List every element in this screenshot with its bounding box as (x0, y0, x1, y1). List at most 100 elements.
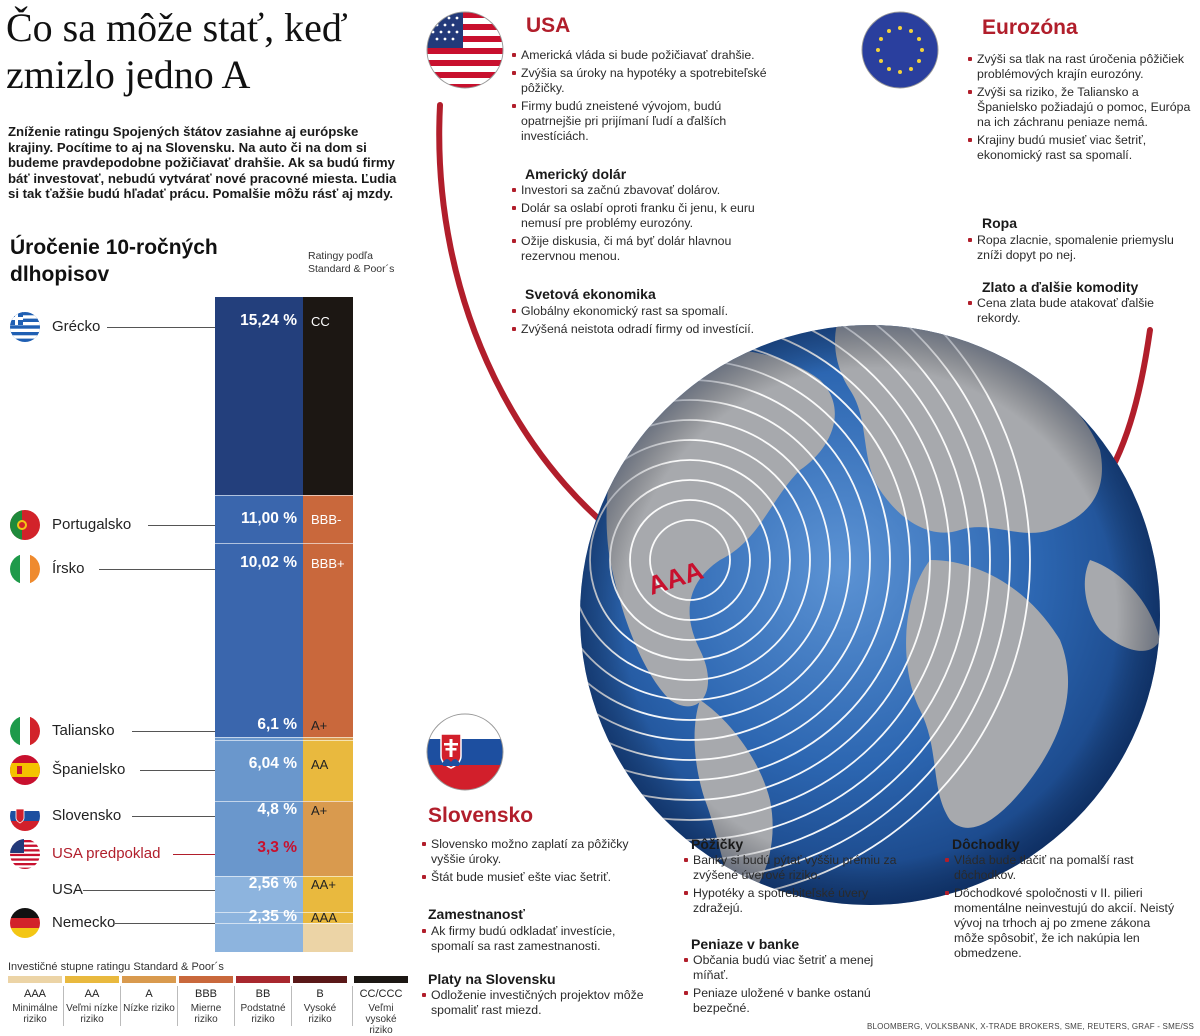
country-flag-icon (10, 554, 40, 584)
pensions-title: Dôchodky (952, 836, 1020, 852)
legend-desc: Veľmi vysoké riziko (365, 1003, 397, 1036)
list-item: Krajiny budú musieť viac šetriť, ekonomi… (968, 133, 1198, 163)
rating-label: AA+ (311, 877, 336, 892)
legend-desc: Podstatné riziko (240, 1003, 286, 1025)
rating-label: AAA (311, 910, 338, 925)
rating-segment (303, 297, 353, 495)
list-item: Hypotéky a spotrebiteľské úvery zdražejú… (684, 886, 904, 916)
legend-divider (291, 986, 292, 1026)
legend-divider (177, 986, 178, 1026)
value-label: 2,56 % (248, 875, 297, 892)
rating-segment (303, 543, 353, 738)
value-label: 6,04 % (248, 755, 297, 772)
country-label: USA (52, 881, 83, 898)
list-item: Ak firmy budú odkladať investície, spoma… (422, 924, 652, 954)
bar-segment (215, 922, 303, 952)
rating-segment (303, 737, 353, 741)
value-label: 4,8 % (257, 801, 297, 818)
slovakia-flag-icon (426, 713, 504, 791)
leader-line (131, 816, 215, 817)
leader-line (148, 525, 215, 526)
eu-flag-icon (861, 11, 939, 89)
rating-segment (303, 875, 353, 913)
list-item: Globálny ekonomický rast sa spomalí. (512, 304, 772, 319)
leader-line (115, 923, 215, 924)
pensions-bullets: Vláda bude tlačiť na pomalší rast dôchod… (945, 853, 1175, 964)
bar-separator (215, 912, 353, 914)
legend-code: A (145, 988, 153, 1000)
country-label: Taliansko (52, 722, 115, 739)
legend-divider (63, 986, 64, 1026)
bond-yield-chart: Grécko 15,24 % CC Portugalsko 11,00 % BBB- Írs… (0, 0, 420, 960)
rating-header: Ratingy podľa Standard & Poor´s (308, 250, 395, 275)
legend-desc: Vysoké riziko (303, 1003, 337, 1025)
list-item: Zvýšia sa úroky na hypotéky a spotrebite… (512, 66, 782, 96)
country-label: Španielsko (52, 761, 126, 778)
rating-label: A+ (311, 803, 328, 818)
employment-bullets: Ak firmy budú odkladať investície, spoma… (422, 924, 652, 957)
legend-code: BB (255, 988, 271, 1000)
usa-title: USA (526, 14, 571, 37)
wages-text: Odloženie investičných projektov môže sp… (422, 988, 652, 1021)
bar-segment (215, 543, 303, 738)
list-item: Cena zlata bude atakovať ďalšie rekordy. (968, 296, 1168, 326)
list-item: Dolár sa oslabí oproti franku či jenu, k… (512, 201, 772, 231)
usa-flag-icon (426, 11, 504, 89)
legend-desc: Nízke riziko (123, 1003, 175, 1014)
value-label: 11,00 % (240, 510, 297, 527)
page-title: Čo sa môže stať, keď zmizlo jedno A (6, 5, 348, 97)
oil-bullets: Ropa zlacnie, spomalenie priemyslu zníži… (968, 233, 1198, 266)
wages-title: Platy na Slovensku (428, 971, 556, 987)
bar-segment (215, 875, 303, 913)
legend-swatch (122, 976, 176, 983)
leader-line (82, 890, 215, 891)
country-label: Írsko (52, 560, 85, 577)
list-item: Americká vláda si bude požičiavať drahši… (512, 48, 782, 63)
legend-swatch (179, 976, 233, 983)
rating-label: BBB+ (311, 556, 345, 571)
leader-line (140, 770, 215, 771)
leader-line (107, 327, 215, 328)
country-label: Grécko (52, 318, 101, 335)
country-flag-icon (10, 312, 40, 342)
rating-label: AA (311, 757, 329, 772)
leader-line (172, 854, 215, 855)
intro-text: Zníženie ratingu Spojených štátov zasiah… (8, 124, 397, 202)
slovakia-title: Slovensko (428, 804, 534, 827)
usa-bullets: Americká vláda si bude požičiavať drahši… (512, 48, 782, 147)
bar-segment (215, 494, 303, 544)
slovakia-bullets: Slovensko možno zaplatí za pôžičky vyšši… (422, 837, 662, 888)
world-economy-title: Svetová ekonomika (525, 286, 656, 302)
dollar-title: Americký dolár (525, 166, 627, 182)
legend-code: B (316, 988, 324, 1000)
legend-code: CC/CCC (359, 988, 403, 1000)
country-flag-icon (10, 510, 40, 540)
country-flag-icon (10, 755, 40, 785)
rating-label: CC (311, 314, 330, 329)
legend-swatch (8, 976, 62, 983)
rating-legend: AAA Minimálne riziko AA Veľmi nízke riziko A… (0, 976, 420, 1036)
value-label: 6,1 % (257, 716, 297, 733)
list-item: Zvýši sa riziko, že Taliansko a Španiels… (968, 85, 1198, 130)
bar-separator (215, 740, 353, 742)
legend-swatch (293, 976, 347, 983)
legend-divider (120, 986, 121, 1026)
legend-divider (352, 986, 353, 1026)
list-item: Občania budú viac šetriť a menej míňať. (684, 953, 904, 983)
legend-desc: Mierne riziko (190, 1003, 222, 1025)
rating-segment (303, 494, 353, 544)
country-flag-icon (10, 716, 40, 746)
list-item: Dôchodkové spoločnosti v II. pilieri mom… (945, 886, 1175, 961)
list-item: Banky si budú pýtať vyššiu prémiu za zvý… (684, 853, 904, 883)
rating-segment (303, 740, 353, 802)
rating-segment (303, 922, 353, 952)
loans-title: Pôžičky (691, 836, 744, 852)
leader-line (99, 569, 215, 570)
employment-title: Zamestnanosť (428, 906, 525, 922)
value-label: 2,35 % (248, 908, 297, 925)
gold-title: Zlato a ďalšie komodity (982, 279, 1139, 295)
bar-separator (215, 801, 353, 803)
legend-desc: Veľmi nízke riziko (66, 1003, 118, 1025)
bar-segment (215, 801, 303, 876)
dollar-bullets: Investori sa začnú zbavovať dolárov. Dol… (512, 183, 772, 267)
